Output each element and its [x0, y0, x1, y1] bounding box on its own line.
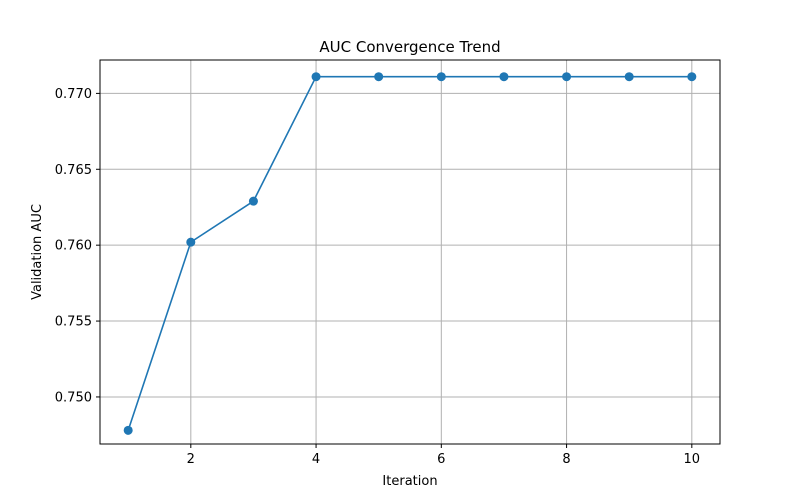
data-point: [687, 72, 697, 82]
chart-title: AUC Convergence Trend: [319, 38, 500, 56]
y-tick-label: 0.770: [55, 87, 92, 102]
x-tick-label: 6: [437, 452, 445, 467]
y-tick-label: 0.750: [55, 390, 92, 405]
x-tick-label: 8: [562, 452, 570, 467]
x-axis-label: Iteration: [382, 474, 437, 489]
series-line: [127, 75, 692, 431]
y-tick-label: 0.755: [55, 315, 92, 330]
y-tick-label: 0.760: [55, 239, 92, 254]
data-point: [436, 72, 446, 82]
data-point: [311, 72, 321, 82]
data-point: [186, 237, 196, 247]
x-tick-label: 10: [684, 452, 701, 467]
data-point: [123, 425, 133, 435]
data-point: [248, 196, 258, 206]
data-point: [374, 72, 384, 82]
data-point: [562, 72, 572, 82]
x-tick-label: 4: [312, 452, 320, 467]
grid: [100, 60, 720, 444]
data-point: [499, 72, 509, 82]
series-layer: [123, 72, 697, 435]
y-tick-label: 0.765: [55, 163, 92, 178]
data-point: [624, 72, 634, 82]
plot-frame: [99, 59, 721, 445]
x-tick-label: 2: [187, 452, 195, 467]
y-axis-label: Validation AUC: [30, 204, 45, 300]
ticks-layer: 2 4 6 8 10 0.750 0.755 0.760 0.765 0.770: [55, 87, 700, 467]
